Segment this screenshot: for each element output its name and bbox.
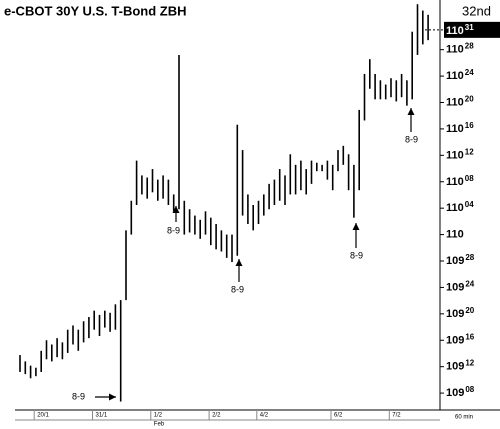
- last-price-label-32nds: 31: [465, 23, 474, 32]
- y-tick-label: 10920: [446, 306, 475, 320]
- y-tick-label-32nds: 04: [465, 200, 474, 209]
- y-tick-label: 110: [446, 228, 464, 240]
- y-tick-label-32nds: 28: [465, 253, 474, 262]
- x-tick-label: 7/2: [392, 413, 401, 419]
- y-tick-label-main: 110: [446, 228, 464, 240]
- y-tick-label: 11028: [446, 42, 474, 56]
- annotation-arrowhead: [235, 259, 243, 266]
- annotation-label: 8-9: [350, 250, 363, 260]
- annotation-label: 8-9: [405, 134, 418, 144]
- y-tick-label-main: 110: [446, 149, 464, 161]
- y-tick-label-main: 109: [446, 334, 464, 346]
- y-tick-label: 11004: [446, 200, 474, 214]
- x-tick-label: 20/1: [37, 413, 49, 419]
- y-tick-label: 11016: [446, 121, 474, 135]
- y-tick-label: 10916: [446, 332, 475, 346]
- y-tick-label-main: 109: [446, 387, 464, 399]
- y-tick-label: 11020: [446, 95, 474, 109]
- y-tick-label: 10908: [446, 385, 475, 399]
- annotation-label: 8-9: [231, 284, 244, 294]
- annotation-arrowhead: [172, 206, 180, 213]
- month-label: Feb: [154, 422, 165, 428]
- annotation-arrowhead: [407, 108, 415, 115]
- y-tick-label-32nds: 28: [465, 42, 474, 51]
- y-tick-label: 11024: [446, 68, 474, 82]
- y-tick-label-main: 109: [446, 361, 464, 373]
- y-tick-label-32nds: 20: [465, 95, 474, 104]
- y-tick-label: 10912: [446, 359, 475, 373]
- y-tick-label: 10928: [446, 253, 475, 267]
- y-tick-label-main: 110: [446, 176, 464, 188]
- y-tick-label-main: 109: [446, 308, 464, 320]
- last-price-box: [444, 21, 500, 38]
- last-price-label: 11031: [446, 23, 474, 37]
- y-tick-label: 11008: [446, 174, 474, 188]
- y-tick-label-32nds: 24: [465, 68, 474, 77]
- y-tick-label-32nds: 12: [465, 359, 474, 368]
- x-tick-label: 4/2: [260, 413, 269, 419]
- annotation-arrowhead: [352, 223, 360, 230]
- corner-label: 32nd: [462, 3, 491, 18]
- y-tick-label-32nds: 08: [465, 385, 474, 394]
- y-tick-label-main: 110: [446, 202, 464, 214]
- x-tick-label: 31/1: [96, 413, 108, 419]
- annotation-label: 8-9: [167, 225, 180, 235]
- y-tick-label-main: 110: [446, 96, 464, 108]
- y-tick-label-main: 110: [446, 44, 464, 56]
- y-tick-label-32nds: 20: [465, 306, 474, 315]
- y-tick-label-32nds: 24: [465, 280, 474, 289]
- interval-label: 60 min: [455, 415, 473, 421]
- y-tick-label-main: 109: [446, 281, 464, 293]
- annotation-label: 8-9: [72, 391, 85, 401]
- y-tick-label-32nds: 16: [465, 332, 474, 341]
- last-price-label-main: 110: [446, 25, 464, 37]
- x-tick-label: 2/2: [212, 413, 221, 419]
- y-tick-label-32nds: 12: [465, 147, 474, 156]
- x-tick-label: 6/2: [334, 413, 343, 419]
- y-tick-label-main: 110: [446, 123, 464, 135]
- x-tick-label: 1/2: [154, 413, 163, 419]
- y-tick-label: 11012: [446, 147, 474, 161]
- y-tick-label-32nds: 08: [465, 174, 474, 183]
- y-tick-label: 10924: [446, 280, 475, 294]
- chart-title: e-CBOT 30Y U.S. T-Bond ZBH: [4, 3, 187, 18]
- y-tick-label-main: 109: [446, 255, 464, 267]
- y-tick-label-32nds: 16: [465, 121, 474, 130]
- y-tick-label-main: 110: [446, 70, 464, 82]
- annotation-arrowhead: [109, 393, 116, 401]
